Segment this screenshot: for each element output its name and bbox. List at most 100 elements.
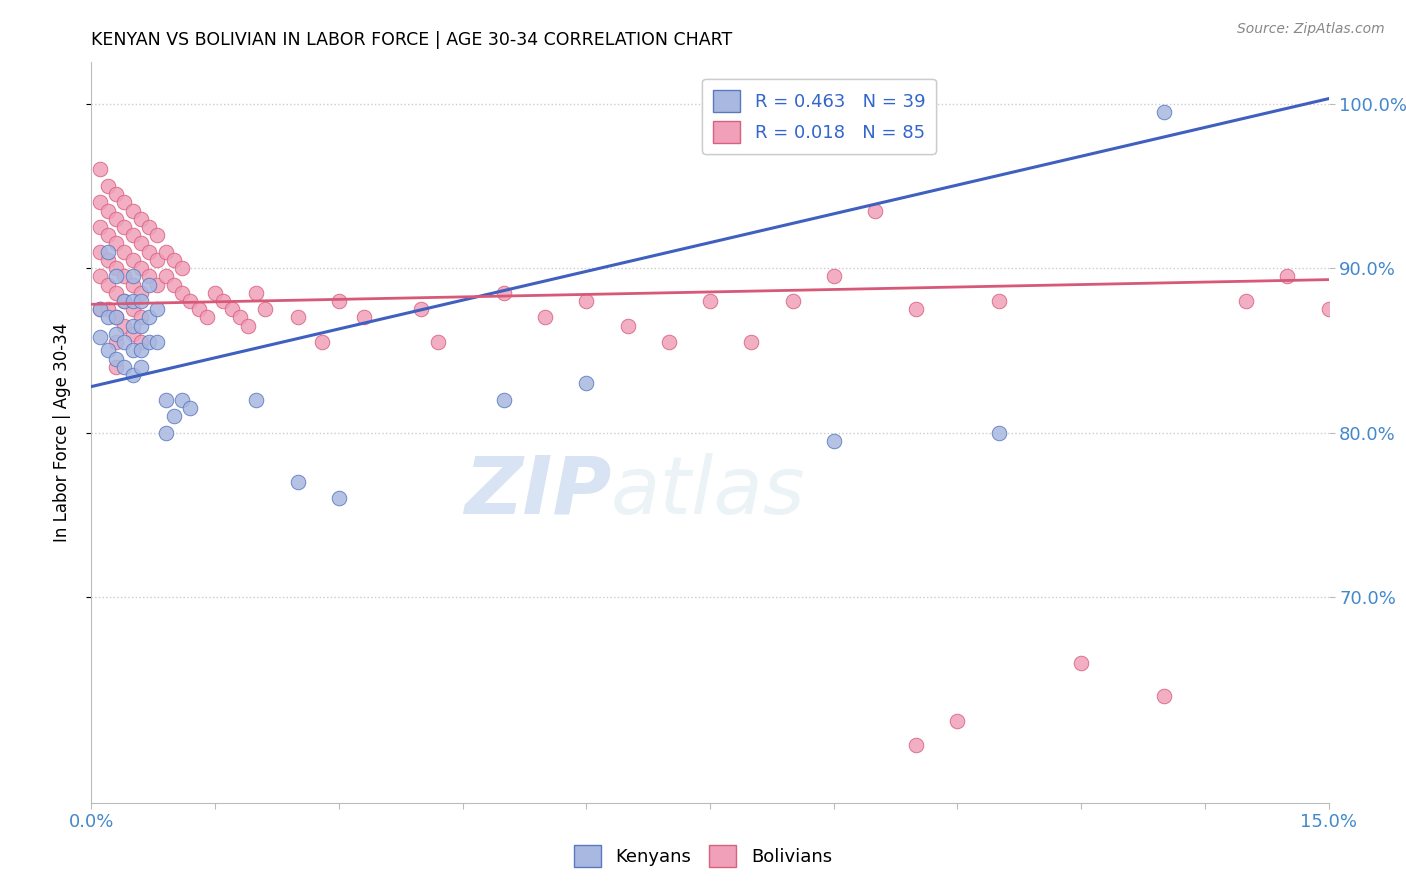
Point xyxy=(129,335,152,350)
Point xyxy=(534,310,557,325)
Text: KENYAN VS BOLIVIAN IN LABOR FORCE | AGE 30-34 CORRELATION CHART: KENYAN VS BOLIVIAN IN LABOR FORCE | AGE … xyxy=(91,31,733,49)
Point xyxy=(987,293,1010,308)
Point xyxy=(89,302,111,317)
Point xyxy=(163,277,186,292)
Point xyxy=(245,285,267,300)
Point xyxy=(121,228,143,243)
Point xyxy=(1153,104,1175,119)
Point xyxy=(129,293,152,308)
Point xyxy=(89,219,111,234)
Point xyxy=(129,343,152,358)
Point xyxy=(105,285,128,300)
Point xyxy=(105,236,128,251)
Point xyxy=(155,425,177,440)
Point xyxy=(699,293,721,308)
Point xyxy=(105,326,128,341)
Point xyxy=(89,195,111,210)
Point xyxy=(155,392,177,407)
Point xyxy=(823,269,845,284)
Point xyxy=(187,302,209,317)
Point xyxy=(112,359,135,374)
Point xyxy=(987,425,1010,440)
Text: atlas: atlas xyxy=(612,453,806,531)
Point xyxy=(97,310,120,325)
Point xyxy=(129,318,152,333)
Point xyxy=(138,277,160,292)
Point xyxy=(311,335,333,350)
Point xyxy=(287,310,309,325)
Point xyxy=(426,335,449,350)
Point xyxy=(97,302,120,317)
Point xyxy=(129,236,152,251)
Point xyxy=(1317,302,1340,317)
Point xyxy=(212,293,235,308)
Point xyxy=(179,293,201,308)
Point xyxy=(946,714,969,728)
Point xyxy=(89,162,111,177)
Point xyxy=(105,187,128,202)
Point xyxy=(740,335,762,350)
Point xyxy=(575,293,598,308)
Point xyxy=(172,392,194,407)
Point xyxy=(121,203,143,218)
Point xyxy=(195,310,218,325)
Point xyxy=(105,269,128,284)
Point xyxy=(138,219,160,234)
Point xyxy=(105,261,128,276)
Point xyxy=(97,277,120,292)
Point xyxy=(105,335,128,350)
Point xyxy=(112,293,135,308)
Point xyxy=(138,335,160,350)
Point xyxy=(287,475,309,489)
Point xyxy=(121,326,143,341)
Point xyxy=(121,368,143,382)
Point xyxy=(353,310,375,325)
Point xyxy=(105,310,128,325)
Text: Source: ZipAtlas.com: Source: ZipAtlas.com xyxy=(1237,22,1385,37)
Point xyxy=(105,351,128,366)
Legend: R = 0.463   N = 39, R = 0.018   N = 85: R = 0.463 N = 39, R = 0.018 N = 85 xyxy=(702,78,936,153)
Point xyxy=(155,244,177,259)
Y-axis label: In Labor Force | Age 30-34: In Labor Force | Age 30-34 xyxy=(52,323,70,542)
Point xyxy=(112,269,135,284)
Point xyxy=(163,252,186,267)
Point xyxy=(112,293,135,308)
Point xyxy=(328,491,350,506)
Point xyxy=(112,318,135,333)
Point xyxy=(112,219,135,234)
Point xyxy=(89,330,111,344)
Point xyxy=(129,310,152,325)
Point xyxy=(112,335,135,350)
Point xyxy=(97,244,120,259)
Point xyxy=(575,376,598,391)
Point xyxy=(146,335,169,350)
Point xyxy=(782,293,804,308)
Point xyxy=(97,228,120,243)
Point xyxy=(129,285,152,300)
Point xyxy=(121,252,143,267)
Point xyxy=(253,302,276,317)
Point xyxy=(121,277,143,292)
Point xyxy=(146,252,169,267)
Point xyxy=(97,203,120,218)
Point xyxy=(121,318,143,333)
Point xyxy=(138,244,160,259)
Point xyxy=(112,244,135,259)
Point xyxy=(97,343,120,358)
Point xyxy=(138,269,160,284)
Point xyxy=(89,269,111,284)
Point xyxy=(658,335,681,350)
Point xyxy=(1153,689,1175,703)
Point xyxy=(328,293,350,308)
Point xyxy=(172,261,194,276)
Point xyxy=(121,343,143,358)
Point xyxy=(89,244,111,259)
Point xyxy=(146,277,169,292)
Point xyxy=(97,178,120,193)
Point xyxy=(204,285,226,300)
Point xyxy=(105,359,128,374)
Point xyxy=(129,261,152,276)
Point xyxy=(89,302,111,317)
Point xyxy=(112,195,135,210)
Point xyxy=(146,302,169,317)
